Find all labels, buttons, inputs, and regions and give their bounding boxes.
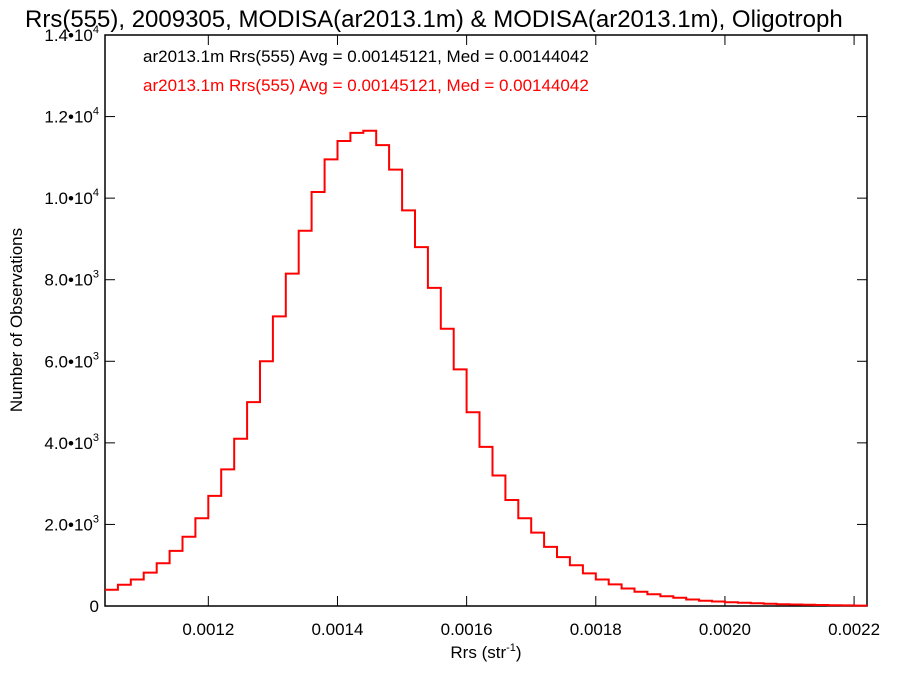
x-axis-label-sup: -1 bbox=[506, 642, 516, 654]
plot-frame bbox=[104, 34, 868, 607]
x-tick-label: 0.0014 bbox=[311, 620, 363, 639]
y-tick-label: 1.2•104 bbox=[44, 106, 99, 127]
y-axis-label: Number of Observations bbox=[7, 228, 26, 412]
legend-entry-2: ar2013.1m Rrs(555) Avg = 0.00145121, Med… bbox=[143, 76, 589, 95]
x-tick-label: 0.0020 bbox=[699, 620, 751, 639]
x-tick-label: 0.0016 bbox=[441, 620, 493, 639]
y-tick-mantissa: 1.0•10 bbox=[44, 189, 93, 208]
y-tick-exponent: 4 bbox=[93, 24, 99, 36]
y-tick-mantissa: 2.0•10 bbox=[44, 515, 93, 534]
y-tick-label: 1.0•104 bbox=[44, 187, 99, 208]
y-tick-label: 6.0•103 bbox=[44, 350, 99, 371]
x-axis-label: Rrs (str-1) bbox=[450, 642, 521, 662]
histogram-series bbox=[105, 129, 868, 607]
x-axis-label-end: ) bbox=[516, 643, 522, 662]
x-tick-label: 0.0012 bbox=[182, 620, 234, 639]
y-tick-exponent: 3 bbox=[93, 513, 99, 525]
y-tick-exponent: 3 bbox=[93, 432, 99, 444]
y-tick-exponent: 4 bbox=[93, 106, 99, 118]
y-tick-label: 2.0•103 bbox=[44, 513, 99, 534]
y-tick-label: 0 bbox=[90, 597, 99, 616]
y-tick-exponent: 3 bbox=[93, 350, 99, 362]
x-axis-label-main: Rrs (str bbox=[450, 643, 506, 662]
y-tick-mantissa: 6.0•10 bbox=[44, 352, 93, 371]
y-axis: 02.0•1034.0•1036.0•1038.0•1031.0•1041.2•… bbox=[44, 24, 867, 616]
y-tick-mantissa: 1.4•10 bbox=[44, 26, 93, 45]
x-tick-label: 0.0018 bbox=[570, 620, 622, 639]
y-tick-label: 1.4•104 bbox=[44, 24, 99, 45]
y-tick-mantissa: 4.0•10 bbox=[44, 434, 93, 453]
y-tick-mantissa: 0 bbox=[90, 597, 99, 616]
y-tick-mantissa: 8.0•10 bbox=[44, 271, 93, 290]
x-axis: 0.0012 0.0014 0.0016 0.0018 0.0020 0.0022 bbox=[182, 35, 880, 639]
legend-entry-1: ar2013.1m Rrs(555) Avg = 0.00145121, Med… bbox=[143, 47, 589, 66]
y-tick-label: 8.0•103 bbox=[44, 269, 99, 290]
y-tick-label: 4.0•103 bbox=[44, 432, 99, 453]
y-tick-exponent: 4 bbox=[93, 187, 99, 199]
y-tick-mantissa: 1.2•10 bbox=[44, 108, 93, 127]
y-tick-exponent: 3 bbox=[93, 269, 99, 281]
x-tick-label: 0.0022 bbox=[828, 620, 880, 639]
chart-title: Rrs(555), 2009305, MODISA(ar2013.1m) & M… bbox=[25, 6, 843, 33]
